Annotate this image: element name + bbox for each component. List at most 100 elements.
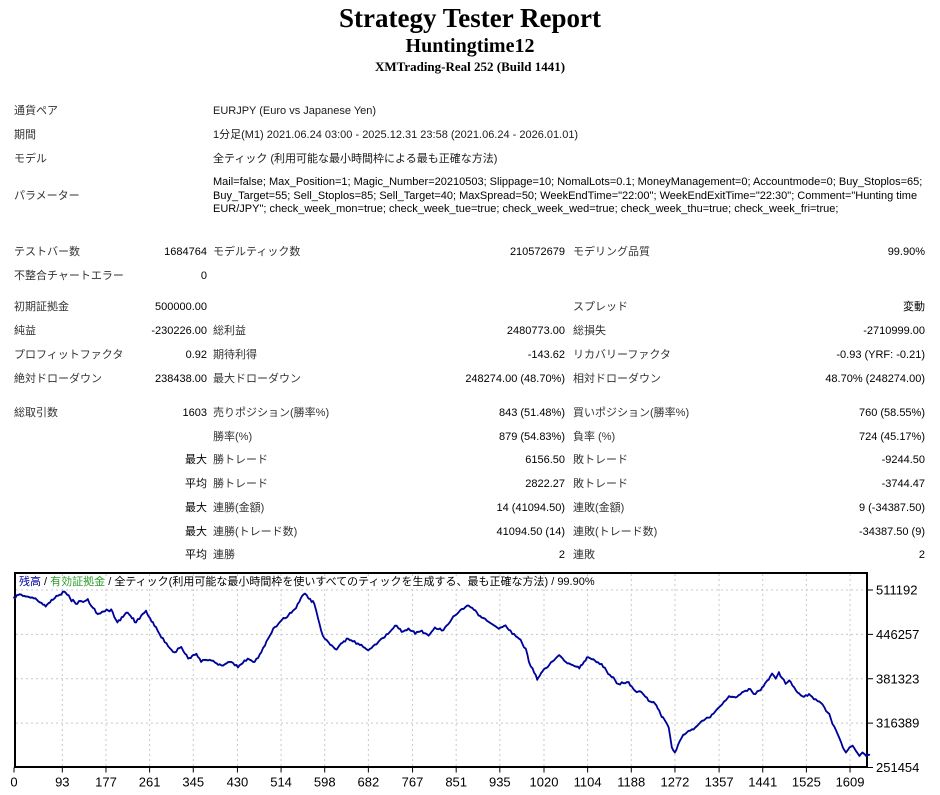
svg-text:514: 514 (270, 775, 292, 790)
model-label: モデル (14, 153, 47, 165)
legend-separator: / (548, 576, 558, 588)
stat-label: テストバー数 (14, 246, 80, 258)
stat-label: 勝率(%) (213, 431, 253, 443)
svg-text:1272: 1272 (660, 775, 689, 790)
legend-separator: / (41, 576, 51, 588)
stat-label: 絶対ドローダウン (14, 373, 102, 385)
symbol-value: EURJPY (Euro vs Japanese Yen) (213, 105, 377, 117)
legend-separator: / (105, 576, 115, 588)
svg-text:430: 430 (227, 775, 249, 790)
stat-label: 初期証拠金 (14, 301, 69, 313)
svg-text:851: 851 (445, 775, 467, 790)
svg-text:177: 177 (95, 775, 117, 790)
stat-label: 純益 (14, 325, 36, 337)
row-symbol: 通貨ペア EURJPY (Euro vs Japanese Yen) (14, 104, 925, 118)
stat-value: -3744.47 (881, 478, 925, 490)
svg-text:381323: 381323 (876, 671, 919, 686)
stat-value: 843 (51.48%) (498, 407, 565, 419)
legend-model: 全ティック(利用可能な最小時間枠を使いすべてのティックを生成する、最も正確な方法… (114, 576, 549, 588)
stat-value: 48.70% (248274.00) (825, 373, 925, 385)
svg-text:1104: 1104 (574, 775, 602, 790)
stat-value: -2710999.00 (863, 325, 925, 337)
stat-value: 2822.27 (525, 478, 565, 490)
stat-value: -9244.50 (881, 454, 925, 466)
stat-label: 総損失 (573, 325, 606, 337)
report-title: Strategy Tester Report (339, 3, 601, 33)
stat-label: 連敗(金額) (573, 502, 625, 514)
period-label: 期間 (14, 129, 36, 141)
stat-value: -34387.50 (9) (858, 526, 925, 538)
svg-text:1609: 1609 (836, 775, 865, 790)
stat-value: 1603 (182, 407, 207, 419)
svg-text:511192: 511192 (876, 583, 917, 598)
stat-value: 41094.50 (14) (496, 526, 566, 538)
row-initial-deposit: 初期証拠金 500000.00 スプレッド 変動 (14, 300, 925, 314)
row-max-consecutive-amount: 最大 連勝(金額) 14 (41094.50) 連敗(金額) 9 (-34387… (14, 501, 925, 515)
stat-value: 879 (54.83%) (498, 431, 565, 443)
stat-value: 238438.00 (155, 373, 207, 385)
svg-text:1441: 1441 (748, 775, 777, 790)
svg-text:316389: 316389 (876, 716, 919, 731)
svg-text:446257: 446257 (876, 627, 919, 642)
stat-label: 買いポジション(勝率%) (573, 407, 690, 419)
stat-value: 760 (58.55%) (858, 407, 925, 419)
svg-text:93: 93 (55, 775, 69, 790)
svg-text:1188: 1188 (617, 775, 645, 790)
svg-text:1357: 1357 (705, 775, 734, 790)
row-profit-factor: プロフィットファクタ 0.92 期待利得 -143.62 リカバリーファクタ -… (14, 348, 925, 362)
stat-label: 連勝(トレード数) (213, 526, 298, 538)
row-absolute-drawdown: 絶対ドローダウン 238438.00 最大ドローダウン 248274.00 (4… (14, 372, 925, 386)
report-header: Strategy Tester Report Huntingtime12 XMT… (0, 2, 940, 75)
row-win-rate: 勝率(%) 879 (54.83%) 負率 (%) 724 (45.17%) (14, 430, 925, 444)
stat-value: 1684764 (164, 246, 207, 258)
stat-value: 724 (45.17%) (858, 431, 925, 443)
stat-value: 14 (41094.50) (496, 502, 566, 514)
stat-value: 2 (918, 549, 925, 561)
period-value: 1分足(M1) 2021.06.24 03:00 - 2025.12.31 23… (213, 129, 579, 141)
stat-value: 2 (558, 549, 565, 561)
stat-value: 9 (-34387.50) (858, 502, 925, 514)
stat-label: 総利益 (213, 325, 246, 337)
stat-label: 相対ドローダウン (573, 373, 661, 385)
row-average-win: 平均 勝トレード 2822.27 敗トレード -3744.47 (14, 477, 925, 491)
stat-label: 連敗 (573, 549, 595, 561)
symbol-label: 通貨ペア (14, 105, 58, 117)
stat-qualifier: 平均 (185, 549, 207, 561)
stat-label: 最大ドローダウン (213, 373, 301, 385)
stat-value: 2480773.00 (506, 325, 565, 337)
row-mismatch-errors: 不整合チャートエラー 0 (14, 269, 925, 283)
server-build: XMTrading-Real 252 (Build 1441) (374, 59, 566, 74)
stat-label: プロフィットファクタ (14, 349, 124, 361)
chart-legend: 残高 / 有効証拠金 / 全ティック(利用可能な最小時間枠を使いすべてのティック… (17, 576, 597, 589)
stat-label: 勝トレード (213, 454, 268, 466)
parameters-label: パラメーター (14, 190, 80, 203)
parameters-value: Mail=false; Max_Position=1; Magic_Number… (213, 176, 923, 215)
stat-value: 変動 (903, 301, 925, 313)
stat-label: スプレッド (573, 301, 628, 313)
stat-label: モデルティック数 (213, 246, 301, 258)
svg-text:0: 0 (10, 775, 17, 790)
stat-label: 売りポジション(勝率%) (213, 407, 330, 419)
stat-label: リカバリーファクタ (573, 349, 671, 361)
row-average-consecutive: 平均 連勝 2 連敗 2 (14, 548, 925, 562)
stat-label: 勝トレード (213, 478, 268, 490)
stat-value: 99.90% (887, 246, 925, 258)
stat-value: -143.62 (527, 349, 565, 361)
expert-name: Huntingtime12 (405, 35, 535, 57)
stat-label: 連敗(トレード数) (573, 526, 658, 538)
row-parameters: パラメーター Mail=false; Max_Position=1; Magic… (14, 176, 925, 217)
row-net-profit: 純益 -230226.00 総利益 2480773.00 総損失 -271099… (14, 324, 925, 338)
stat-label: 連勝 (213, 549, 235, 561)
stat-label: 不整合チャートエラー (14, 270, 124, 282)
stat-label: 負率 (%) (573, 431, 616, 443)
row-largest-win: 最大 勝トレード 6156.50 敗トレード -9244.50 (14, 453, 925, 467)
stat-value: -0.93 (YRF: -0.21) (836, 349, 925, 361)
stat-label: 期待利得 (213, 349, 257, 361)
stat-value: 0.92 (185, 349, 207, 361)
row-total-trades: 総取引数 1603 売りポジション(勝率%) 843 (51.48%) 買いポジ… (14, 406, 925, 420)
row-period: 期間 1分足(M1) 2021.06.24 03:00 - 2025.12.31… (14, 128, 925, 142)
stat-label: 総取引数 (14, 407, 58, 419)
model-value: 全ティック (利用可能な最小時間枠による最も正確な方法) (213, 153, 498, 165)
stat-value: 0 (200, 270, 207, 282)
